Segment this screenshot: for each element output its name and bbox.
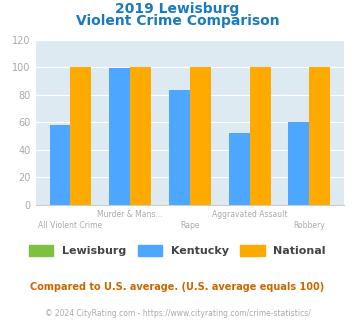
Bar — [70, 67, 91, 205]
Text: Compared to U.S. average. (U.S. average equals 100): Compared to U.S. average. (U.S. average … — [31, 282, 324, 292]
Bar — [289, 122, 310, 205]
Bar — [190, 67, 211, 205]
Text: © 2024 CityRating.com - https://www.cityrating.com/crime-statistics/: © 2024 CityRating.com - https://www.city… — [45, 309, 310, 317]
Bar — [310, 67, 330, 205]
Bar — [50, 125, 70, 205]
Bar — [250, 67, 271, 205]
Text: Murder & Mans...: Murder & Mans... — [97, 210, 163, 218]
Text: Rape: Rape — [180, 221, 200, 230]
Text: Aggravated Assault: Aggravated Assault — [212, 210, 288, 218]
Text: Violent Crime Comparison: Violent Crime Comparison — [76, 14, 279, 28]
Bar — [130, 67, 151, 205]
Text: 2019 Lewisburg: 2019 Lewisburg — [115, 2, 240, 16]
Bar — [229, 133, 250, 205]
Text: All Violent Crime: All Violent Crime — [38, 221, 103, 230]
Text: Robbery: Robbery — [294, 221, 325, 230]
Bar — [109, 69, 130, 205]
Legend: Lewisburg, Kentucky, National: Lewisburg, Kentucky, National — [24, 241, 331, 261]
Bar — [169, 90, 190, 205]
